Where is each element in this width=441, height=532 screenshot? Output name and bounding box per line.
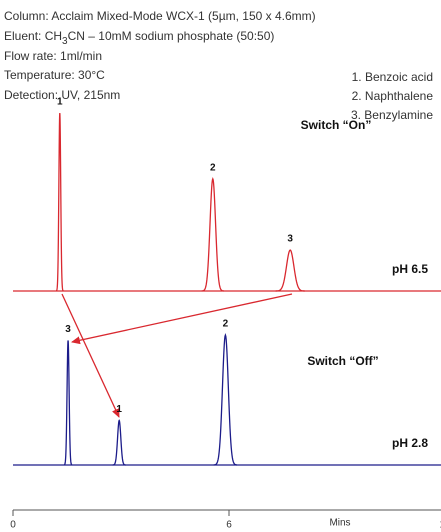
arrow [71, 293, 293, 345]
peak [112, 419, 126, 466]
arrow [61, 293, 120, 418]
eluent-part: Eluent: CH [4, 29, 62, 43]
header-column: Column: Acclaim Mixed-Mode WCX-1 (5µm, 1… [4, 9, 316, 23]
annotation: Switch “On” [301, 118, 372, 132]
x-tick-label: 0 [10, 520, 16, 531]
peak-label: 3 [65, 324, 71, 335]
peak [275, 249, 305, 292]
x-axis-label: Mins [329, 518, 350, 529]
eluent-part: CN – 10mM sodium phosphate (50:50) [68, 29, 275, 43]
compound: 3. Benzylamine [351, 108, 433, 122]
series-label: pH 2.8 [392, 436, 428, 450]
eluent-subscript: 3 [62, 36, 68, 47]
series-label: pH 6.5 [392, 262, 428, 276]
peak [63, 340, 73, 466]
header-temperature: Temperature: 30°C [4, 68, 105, 82]
peak-label: 3 [287, 234, 293, 245]
peak-label: 2 [223, 319, 229, 330]
peak [55, 112, 64, 292]
compound: 1. Benzoic acid [352, 70, 433, 84]
peak [213, 333, 238, 466]
header-detection: Detection: UV, 215nm [4, 88, 120, 102]
x-tick-label: 6 [226, 520, 232, 531]
peak [201, 177, 224, 292]
compound: 2. Naphthalene [352, 89, 434, 103]
peak-label: 1 [116, 404, 122, 415]
header-flow: Flow rate: 1ml/min [4, 49, 102, 63]
annotation: Switch “Off” [307, 354, 378, 368]
header-eluent: Eluent: CH3CN – 10mM sodium phosphate (5… [4, 29, 274, 46]
peak-label: 1 [57, 97, 63, 108]
peak-label: 2 [210, 163, 216, 174]
x-tick-label: 12 [439, 520, 441, 531]
